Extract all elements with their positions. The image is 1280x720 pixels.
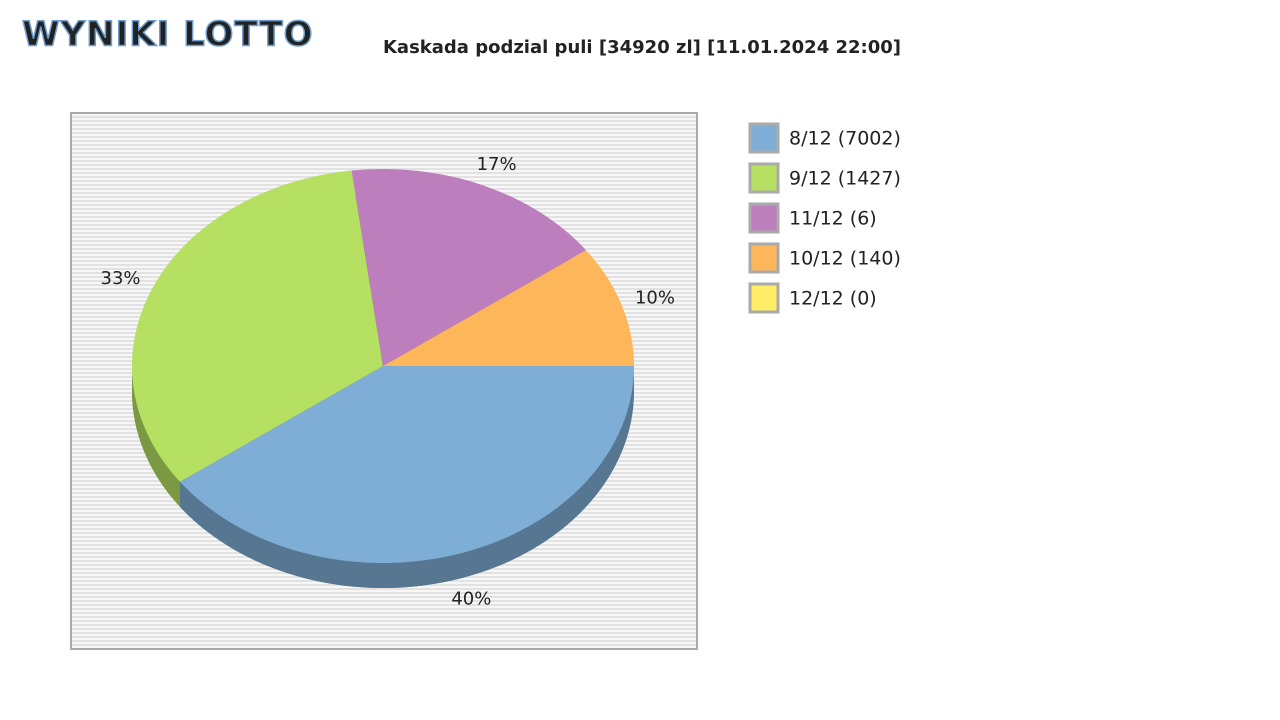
slice-label: 10% <box>635 287 675 308</box>
legend-label: 10/12 (140) <box>789 248 901 270</box>
legend: 8/12 (7002) 9/12 (1427) 11/12 (6) 10/12 (14… <box>748 122 901 314</box>
legend-swatch <box>748 202 780 234</box>
legend-label: 8/12 (7002) <box>789 128 901 150</box>
slice-label: 40% <box>451 588 491 609</box>
legend-label: 9/12 (1427) <box>789 168 901 190</box>
slice <box>351 169 587 366</box>
slice-label: 33% <box>101 268 141 289</box>
slice-side <box>132 366 180 507</box>
chart-title: Kaskada podzial puli [34920 zl] [11.01.2… <box>383 37 901 58</box>
legend-swatch <box>748 162 780 194</box>
legend-swatch <box>748 282 780 314</box>
legend-swatch <box>748 242 780 274</box>
legend-swatch <box>748 122 780 154</box>
slice-side <box>179 366 634 588</box>
slice <box>179 366 634 564</box>
slice <box>132 170 383 482</box>
slice-label: 17% <box>477 154 517 175</box>
legend-label: 12/12 (0) <box>789 288 877 310</box>
pie: 40% 33% 17% 10% <box>101 154 675 609</box>
slice <box>383 250 634 366</box>
logo: WYNIKI LOTTO <box>22 15 314 55</box>
legend-label: 11/12 (6) <box>789 208 877 230</box>
